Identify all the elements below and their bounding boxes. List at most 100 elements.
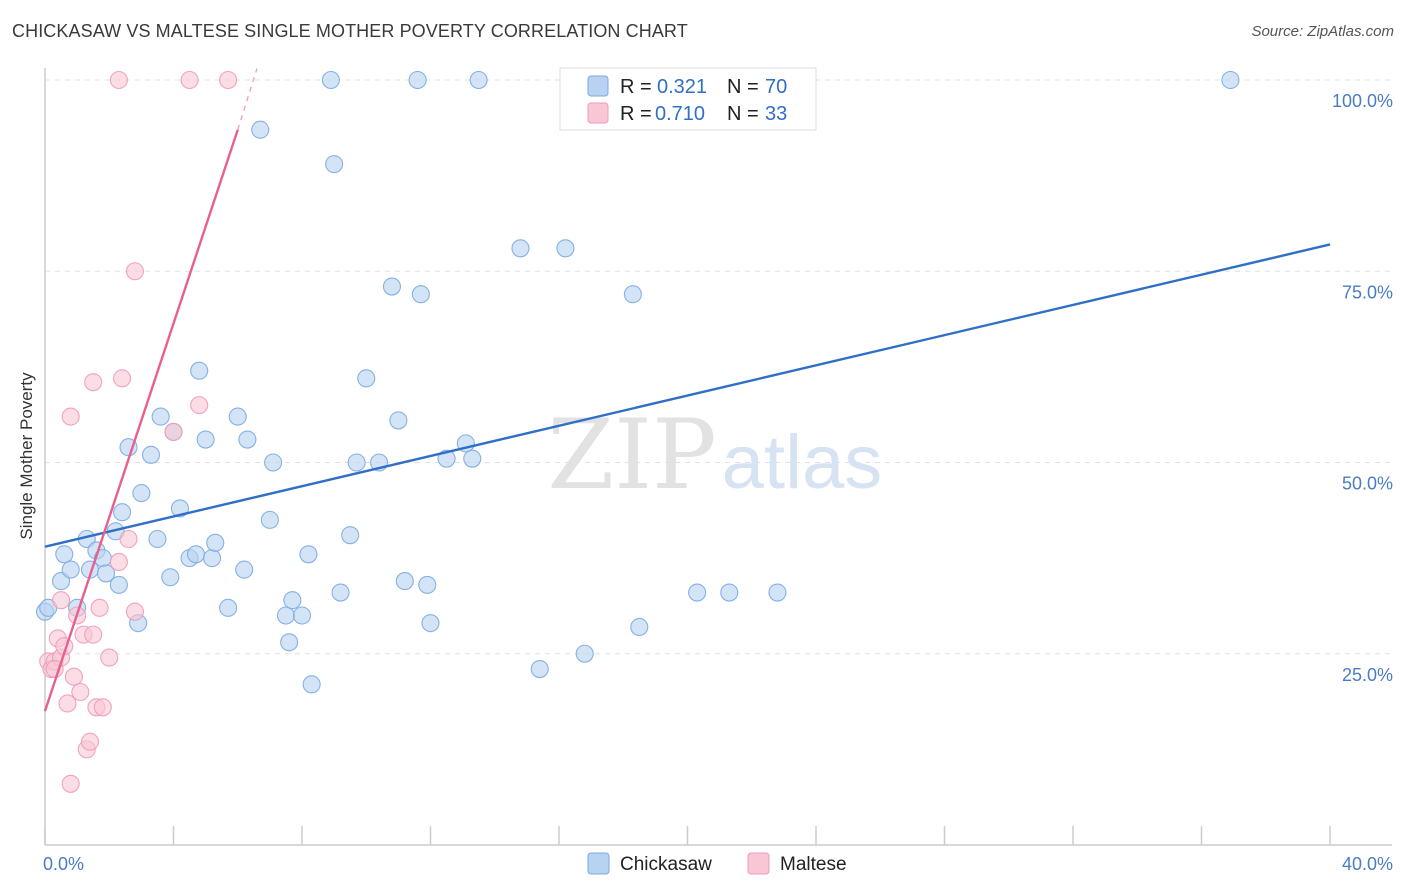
point-chickasaw-18 [151,407,170,426]
point-chickasaw-27 [206,533,225,552]
point-maltese-18 [90,598,109,617]
point-chickasaw-41 [321,70,340,90]
legend-r-value-maltese: 0.710 [655,103,705,125]
y-tick-label-50: 50.0% [1342,474,1393,494]
point-chickasaw-57 [463,449,482,468]
point-maltese-11 [71,682,90,702]
point-chickasaw-38 [292,606,312,625]
y-tick-label-75: 75.0% [1342,282,1393,302]
trendline-chickasaw [44,243,1331,548]
point-maltese-9 [64,667,83,686]
legend-n-label-chickasaw: N = [727,76,759,98]
trendline-maltese [43,129,239,712]
point-chickasaw-17 [148,529,167,549]
bottom-legend-maltese: Maltese [780,854,847,875]
point-chickasaw-12 [113,503,132,522]
point-maltese-14 [80,732,100,751]
point-chickasaw-39 [299,545,318,564]
point-chickasaw-63 [623,285,642,304]
y-tick-label-100: 100.0% [1332,91,1393,111]
watermark-zip: ZIP [547,399,716,511]
point-chickasaw-11 [109,575,128,594]
point-maltese-19 [93,698,112,717]
point-chickasaw-67 [768,583,787,602]
point-chickasaw-30 [235,560,254,579]
point-maltese-24 [119,529,138,549]
axes [44,68,1392,846]
legend-n-label-maltese: N = [727,103,759,125]
point-chickasaw-34 [264,453,283,472]
point-chickasaw-33 [260,510,279,529]
points-layer [35,70,1240,793]
point-chickasaw-24 [190,361,209,380]
trendline-maltese-extension [237,68,258,130]
x-tick-label-min: 0.0% [43,854,84,874]
point-chickasaw-59 [511,239,530,258]
point-maltese-32 [45,659,64,679]
point-maltese-16 [84,373,103,392]
legend-r-label-chickasaw: R = [620,76,652,98]
point-maltese-22 [109,552,128,572]
point-maltese-31 [52,591,71,610]
point-chickasaw-36 [280,633,299,652]
chart-title: CHICKASAW VS MALTESE SINGLE MOTHER POVER… [12,21,688,41]
point-chickasaw-2 [55,545,74,564]
point-chickasaw-31 [238,430,257,449]
point-maltese-20 [100,648,119,667]
point-chickasaw-54 [421,614,440,633]
point-chickasaw-42 [325,155,344,174]
point-chickasaw-3 [61,560,80,579]
point-chickasaw-50 [395,572,414,591]
legend-r-value-chickasaw: 0.321 [657,76,707,98]
point-chickasaw-48 [382,277,402,296]
point-chickasaw-29 [228,407,247,426]
point-maltese-15 [84,625,103,644]
legend-n-value-chickasaw: 70 [765,76,787,98]
point-chickasaw-35 [276,606,295,625]
point-maltese-30 [219,70,238,90]
point-maltese-21 [109,70,128,90]
point-chickasaw-26 [203,549,222,568]
watermark-atlas: atlas [722,420,883,505]
point-maltese-6 [58,694,77,713]
point-chickasaw-45 [347,453,366,472]
point-chickasaw-46 [357,369,376,388]
point-maltese-8 [61,407,80,426]
point-chickasaw-49 [389,411,408,430]
point-chickasaw-25 [196,430,215,449]
point-chickasaw-65 [688,583,707,602]
point-chickasaw-15 [132,484,151,503]
legend-n-value-maltese: 33 [765,103,787,125]
bottom-legend: Chickasaw Maltese [587,852,847,875]
point-maltese-25 [125,602,144,621]
point-maltese-23 [113,369,132,388]
y-axis-label: Single Mother Poverty [17,372,36,540]
point-chickasaw-60 [530,659,549,679]
point-chickasaw-53 [418,575,437,594]
point-chickasaw-44 [341,526,360,545]
point-chickasaw-68 [1221,70,1240,90]
y-tick-label-25: 25.0% [1342,665,1393,685]
point-chickasaw-52 [411,285,430,304]
point-chickasaw-16 [141,445,161,464]
point-chickasaw-37 [283,591,302,610]
point-maltese-27 [164,422,183,441]
point-chickasaw-58 [469,70,488,90]
point-chickasaw-64 [630,617,649,637]
point-maltese-28 [180,70,199,90]
x-tick-labels: 0.0% 40.0% [43,854,1393,874]
point-chickasaw-61 [556,239,575,258]
legend: R = 0.321 N = 70 R = 0.710 N = 33 [559,67,817,131]
y-tick-labels: 25.0% 50.0% 75.0% 100.0% [1332,91,1393,685]
bottom-legend-swatch-chickasaw [587,852,610,875]
point-chickasaw-21 [170,499,189,518]
bottom-legend-chickasaw: Chickasaw [620,854,712,875]
point-chickasaw-51 [408,70,427,90]
source-label: Source: ZipAtlas.com [1251,23,1394,40]
point-chickasaw-28 [219,598,238,617]
watermark: ZIP atlas [547,399,882,511]
point-chickasaw-62 [575,644,594,663]
point-maltese-7 [61,774,80,793]
legend-swatch-maltese [587,102,609,124]
